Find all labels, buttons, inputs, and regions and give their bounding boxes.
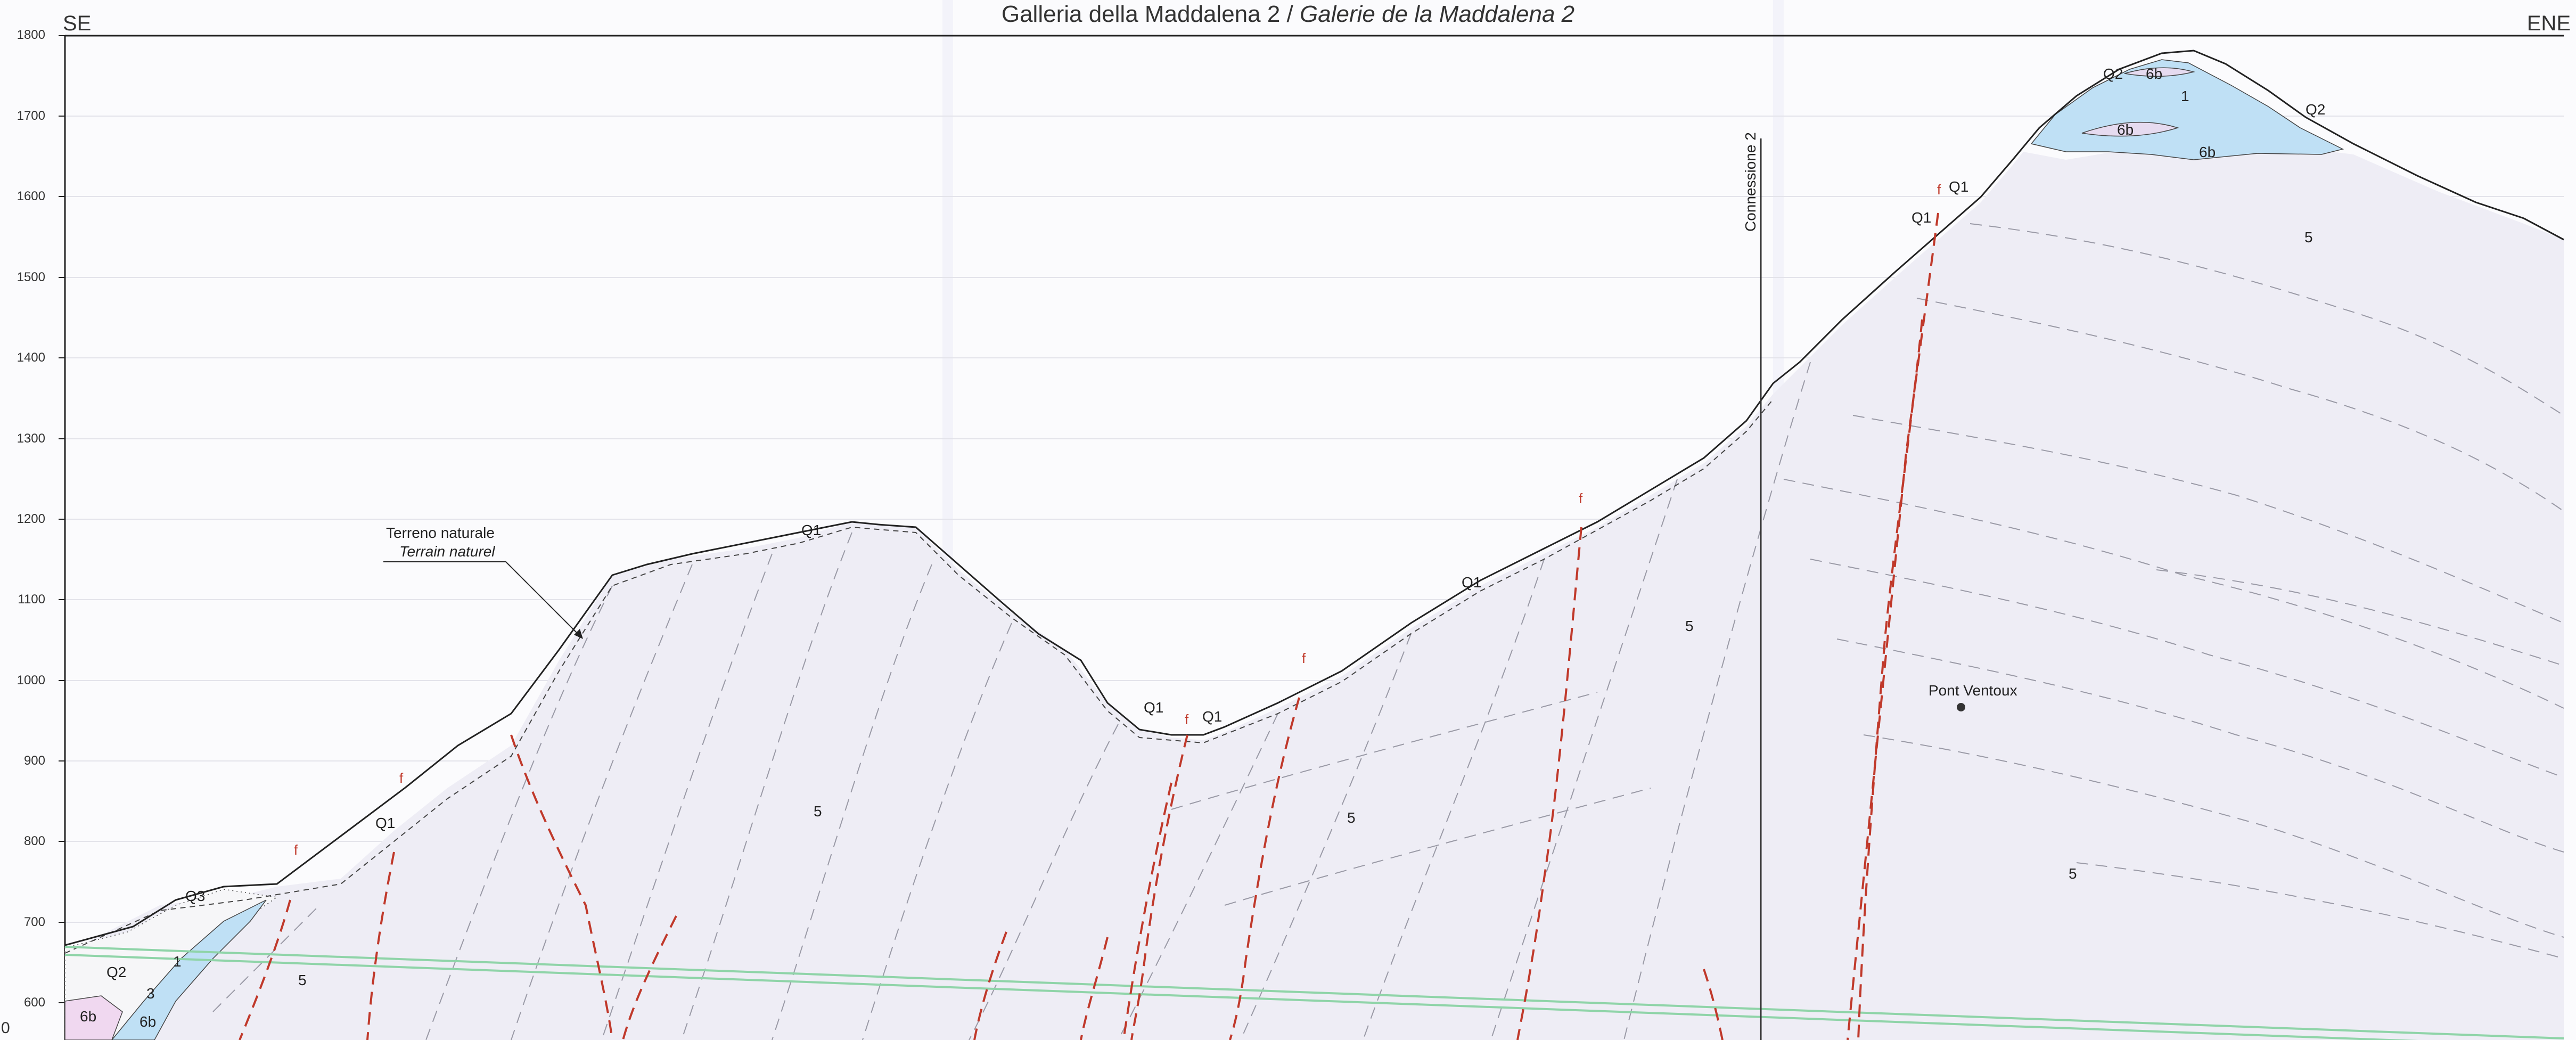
- unit-6b-label: 6b: [2117, 121, 2134, 138]
- unit-5-label: 5: [1347, 809, 1356, 826]
- tick-1800: 1800: [17, 28, 45, 42]
- terrain-leader: [383, 561, 581, 637]
- unit-6b-label: 6b: [2146, 65, 2162, 82]
- terrain-label-fr: Terrain naturel: [399, 543, 495, 560]
- unit-5-label: 5: [1685, 618, 1694, 634]
- tick-1500: 1500: [17, 270, 45, 284]
- tunnel-alignment: [64, 946, 2564, 1040]
- pont-ventoux-label: Pont Ventoux: [1929, 682, 2017, 699]
- glacial-lens-6b: [2081, 121, 2179, 137]
- axis-ticks: [59, 35, 65, 1003]
- fault-label: f: [1185, 711, 1189, 727]
- orientation-left: SE: [63, 12, 92, 35]
- terrain-label-it: Terreno naturale: [386, 525, 495, 541]
- fault-label: f: [294, 842, 298, 858]
- q2-label: Q2: [106, 964, 126, 980]
- unit-6b-label: 6b: [140, 1013, 156, 1030]
- q1-label: Q1: [801, 522, 821, 538]
- unit-1-label: 1: [2181, 88, 2189, 104]
- deposit-left-blue: [111, 899, 267, 1040]
- tick-700: 700: [23, 915, 45, 929]
- q1-label: Q1: [1949, 178, 1968, 195]
- fault-label: f: [1302, 650, 1306, 666]
- q2-label: Q2: [2306, 101, 2325, 118]
- q2-label: Q2: [2103, 65, 2123, 82]
- pont-ventoux-marker: [1957, 703, 1965, 711]
- tick-1300: 1300: [17, 431, 45, 446]
- unit-5-label: 5: [298, 972, 307, 988]
- tick-1200: 1200: [17, 512, 45, 526]
- unit-6b-label: 6b: [80, 1008, 96, 1025]
- tick-1600: 1600: [17, 189, 45, 203]
- bedding-lines: [212, 223, 2564, 1040]
- unit-5-label: 5: [814, 803, 822, 820]
- unit-5-label: 5: [2069, 865, 2077, 882]
- q1-label: Q1: [1912, 209, 1931, 226]
- terrain-offset-dashed: [64, 399, 1774, 954]
- terrain-leader-arrow: [574, 629, 583, 639]
- q1-label: Q1: [1462, 574, 1481, 591]
- title-separator: /: [1280, 1, 1300, 27]
- unit-3-label: 3: [146, 985, 155, 1002]
- orientation-right: ENE: [2526, 12, 2571, 35]
- connection-2-label: Connessione 2: [1742, 132, 1759, 232]
- unit-1-label: 1: [173, 953, 182, 970]
- tick-1400: 1400: [17, 350, 45, 365]
- tick-1700: 1700: [17, 109, 45, 123]
- tick-800: 800: [23, 834, 45, 848]
- deposit-left-pink: [64, 995, 123, 1040]
- fault-label: f: [1579, 490, 1583, 506]
- fault-lines: [239, 212, 1939, 1040]
- fault-label: f: [1937, 182, 1941, 198]
- title-french: Galerie de la Maddalena 2: [1300, 1, 1575, 27]
- title-italian: Galleria della Maddalena 2: [1001, 1, 1281, 27]
- unit-5-label: 5: [2304, 229, 2313, 245]
- q1-label: Q1: [1202, 708, 1222, 725]
- unit-6b-label: 6b: [2199, 144, 2216, 160]
- tick-900: 900: [23, 754, 45, 768]
- tick-1000: 1000: [17, 673, 45, 687]
- fault-label: f: [399, 770, 404, 786]
- glacial-lens-6b-top: [2124, 67, 2195, 77]
- bedrock-unit-5: [65, 138, 2564, 1040]
- q3-label: Q3: [185, 888, 205, 904]
- terrain-surface: [64, 50, 2564, 946]
- q1-label: Q1: [1144, 699, 1163, 716]
- section-title: Galleria della Maddalena 2 / Galerie de …: [0, 1, 2576, 28]
- origin-label: 0: [1, 1019, 10, 1037]
- q1-label: Q1: [375, 815, 395, 831]
- tick-1100: 1100: [18, 592, 45, 607]
- tick-600: 600: [23, 995, 45, 1010]
